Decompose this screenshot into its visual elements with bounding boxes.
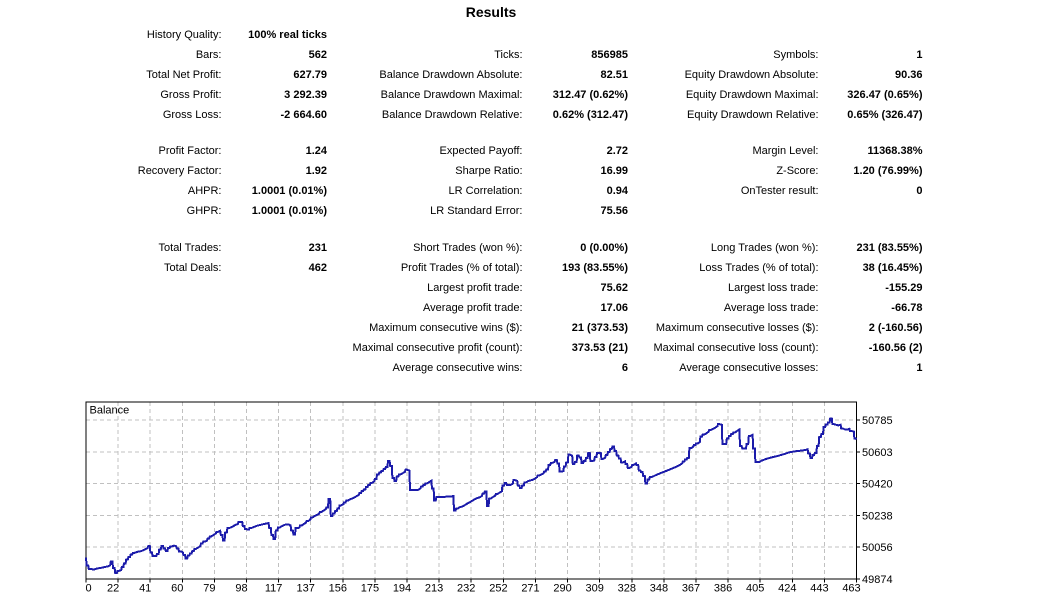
svg-text:328: 328 [618, 583, 636, 595]
svg-text:463: 463 [842, 583, 860, 595]
svg-text:424: 424 [778, 583, 796, 595]
svg-text:367: 367 [682, 583, 700, 595]
svg-text:50056: 50056 [862, 542, 893, 554]
svg-text:0: 0 [85, 583, 91, 595]
svg-text:232: 232 [457, 583, 475, 595]
svg-text:Balance: Balance [90, 405, 130, 417]
svg-text:137: 137 [297, 583, 315, 595]
svg-text:405: 405 [746, 583, 764, 595]
svg-text:98: 98 [235, 583, 247, 595]
svg-text:117: 117 [265, 583, 283, 595]
svg-text:309: 309 [586, 583, 604, 595]
svg-text:49874: 49874 [862, 574, 893, 586]
svg-text:443: 443 [810, 583, 828, 595]
svg-text:60: 60 [171, 583, 183, 595]
svg-text:271: 271 [521, 583, 539, 595]
svg-text:290: 290 [553, 583, 571, 595]
svg-text:79: 79 [203, 583, 215, 595]
svg-text:386: 386 [714, 583, 732, 595]
svg-text:175: 175 [361, 583, 379, 595]
svg-text:348: 348 [650, 583, 668, 595]
svg-text:50785: 50785 [862, 415, 893, 427]
svg-text:41: 41 [139, 583, 151, 595]
svg-text:156: 156 [329, 583, 347, 595]
svg-text:50238: 50238 [862, 510, 893, 522]
svg-text:50420: 50420 [862, 479, 893, 491]
svg-text:50603: 50603 [862, 447, 893, 459]
svg-text:252: 252 [489, 583, 507, 595]
svg-text:22: 22 [107, 583, 119, 595]
svg-text:194: 194 [393, 583, 411, 595]
svg-text:213: 213 [425, 583, 443, 595]
